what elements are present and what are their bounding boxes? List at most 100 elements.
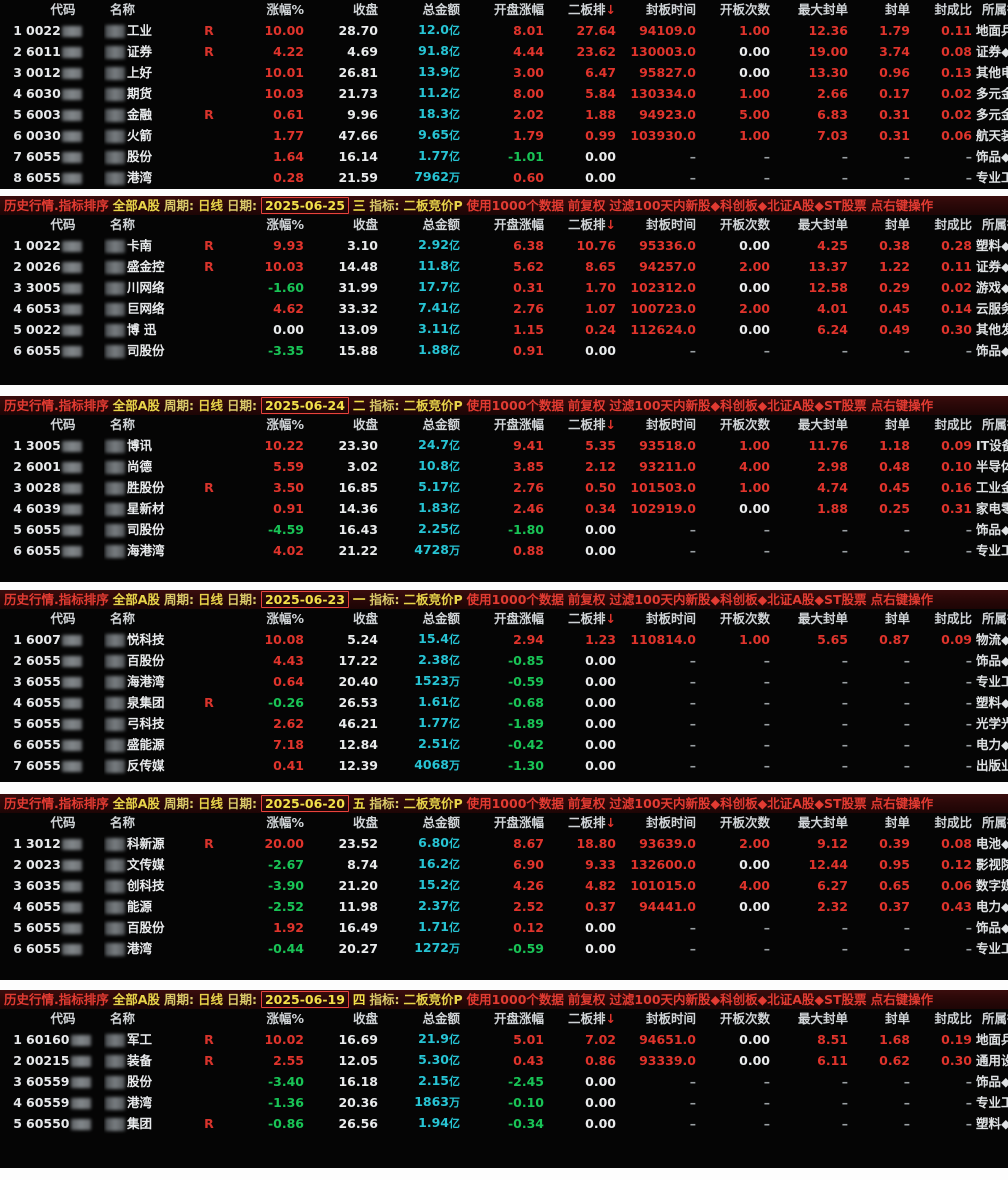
col-r-flag[interactable] bbox=[200, 609, 222, 629]
col-header-rank[interactable]: 二板排↓ bbox=[568, 611, 616, 626]
col-header-amount[interactable]: 总金额 bbox=[422, 815, 460, 830]
col-header-seal[interactable]: 封单 bbox=[884, 217, 910, 232]
table-row[interactable]: 4 6055 泉集团 R -0.26 26.53 1.61亿 -0.68 0.00– – – – – 塑料… bbox=[0, 692, 1008, 713]
col-header-seal-time[interactable]: 封板时间 bbox=[645, 611, 696, 626]
date-value-highlight[interactable]: 2025-06-24 bbox=[260, 397, 349, 414]
col-header-open-times[interactable]: 开板次数 bbox=[719, 1011, 770, 1026]
col-header-rank[interactable]: 二板排↓ bbox=[568, 217, 616, 232]
col-header-rank[interactable]: 二板排↓ bbox=[568, 1011, 616, 1026]
col-header-sector[interactable]: 所属行业和概念 bbox=[982, 217, 1008, 232]
col-header-seal-time[interactable]: 封板时间 bbox=[645, 417, 696, 432]
col-header-seal-ratio[interactable]: 封成比 bbox=[934, 417, 972, 432]
table-row[interactable]: 66055司股份-3.3515.881.88亿0.910.00–––––饰品◆黄… bbox=[0, 340, 1008, 361]
col-r-flag[interactable] bbox=[200, 813, 222, 833]
scope-label[interactable]: 全部A股 bbox=[112, 592, 160, 607]
col-index[interactable] bbox=[0, 1009, 26, 1029]
ranking-table[interactable]: 代码 名称 涨幅% 收盘 总金额 开盘涨幅 二板排↓ 封板时间 开板次数 最大封单 封单 封成比所属行… bbox=[0, 609, 1008, 776]
date-value-highlight[interactable]: 2025-06-23 bbox=[260, 591, 349, 608]
col-header-close[interactable]: 收盘 bbox=[352, 417, 378, 432]
col-header-close[interactable]: 收盘 bbox=[352, 611, 378, 626]
col-header-open-change[interactable]: 开盘涨幅 bbox=[493, 611, 544, 626]
col-header-sector[interactable]: 所属行业和概念 bbox=[982, 417, 1008, 432]
table-row[interactable]: 1 60160 军工 R 10.02 16.69 21.9亿 5.01 7.02 94651.0 0… bbox=[0, 1029, 1008, 1050]
col-header-seal[interactable]: 封单 bbox=[884, 1011, 910, 1026]
col-header-name[interactable]: 名称 bbox=[110, 417, 136, 432]
table-row[interactable]: 1 3005 博讯 10.22 23.30 24.7亿 9.41 5.35 93518.0 1.0… bbox=[0, 435, 1008, 456]
ranking-table[interactable]: 代码 名称 涨幅% 收盘 总金额 开盘涨幅 二板排↓ 封板时间 开板次数 最大封单 封单 封成比所属行… bbox=[0, 415, 1008, 561]
col-header-change[interactable]: 涨幅% bbox=[266, 217, 304, 232]
table-row[interactable]: 1 6007 悦科技 10.08 5.24 15.4亿 2.94 1.23 110814.0 1.… bbox=[0, 629, 1008, 650]
col-header-name[interactable]: 名称 bbox=[110, 217, 136, 232]
col-header-code[interactable]: 代码 bbox=[50, 1011, 76, 1026]
table-row[interactable]: 36055海港湾0.6420.401523万-0.590.00–––––专业工程… bbox=[0, 671, 1008, 692]
period-value[interactable]: 日线 bbox=[197, 398, 223, 413]
table-row[interactable]: 5 6003 金融 R 0.61 9.96 18.3亿 2.02 1.88 94923.0 5.00… bbox=[0, 104, 1008, 125]
date-value-highlight[interactable]: 2025-06-25 bbox=[260, 197, 349, 214]
col-header-name[interactable]: 名称 bbox=[110, 2, 136, 17]
col-header-seal-ratio[interactable]: 封成比 bbox=[934, 2, 972, 17]
period-value[interactable]: 日线 bbox=[197, 992, 223, 1007]
col-header-seal-ratio[interactable]: 封成比 bbox=[934, 815, 972, 830]
col-header-sector[interactable]: 所属行业和概念 bbox=[982, 1011, 1008, 1026]
col-header-close[interactable]: 收盘 bbox=[352, 217, 378, 232]
ranking-table[interactable]: 代码 名称 涨幅% 收盘 总金额 开盘涨幅 二板排↓ 封板时间 开板次数 最大封单 封单 封成比所属行… bbox=[0, 215, 1008, 361]
col-header-code[interactable]: 代码 bbox=[50, 815, 76, 830]
col-header-amount[interactable]: 总金额 bbox=[422, 2, 460, 17]
period-value[interactable]: 日线 bbox=[197, 796, 223, 811]
scope-label[interactable]: 全部A股 bbox=[112, 796, 160, 811]
col-header-rank[interactable]: 二板排↓ bbox=[568, 815, 616, 830]
table-row[interactable]: 76055股份1.6416.141.77亿-1.010.00–––––饰品◆黄金… bbox=[0, 146, 1008, 167]
table-row[interactable]: 3 6035 创科技 -3.90 21.20 15.2亿 4.26 4.82 101015.0 4… bbox=[0, 875, 1008, 896]
col-header-seal[interactable]: 封单 bbox=[884, 2, 910, 17]
col-header-name[interactable]: 名称 bbox=[110, 611, 136, 626]
col-header-open-change[interactable]: 开盘涨幅 bbox=[493, 417, 544, 432]
col-header-seal-time[interactable]: 封板时间 bbox=[645, 2, 696, 17]
period-value[interactable]: 日线 bbox=[197, 198, 223, 213]
col-header-close[interactable]: 收盘 bbox=[352, 815, 378, 830]
date-value-highlight[interactable]: 2025-06-20 bbox=[260, 795, 349, 812]
table-row[interactable]: 1 0022 工业 R 10.00 28.70 12.0亿 8.01 27.64 94109.0 1… bbox=[0, 20, 1008, 41]
table-row[interactable]: 3 60559 股份 -3.40 16.18 2.15亿 -2.45 0.00– – – – – 饰品◆… bbox=[0, 1071, 1008, 1092]
table-row[interactable]: 4 6055 能源 -2.52 11.98 2.37亿 2.52 0.37 94441.0 0.0… bbox=[0, 896, 1008, 917]
col-header-open-times[interactable]: 开板次数 bbox=[719, 217, 770, 232]
col-index[interactable] bbox=[0, 415, 26, 435]
table-row[interactable]: 66055港湾-0.4420.271272万-0.590.00–––––专业工程… bbox=[0, 938, 1008, 959]
col-index[interactable] bbox=[0, 609, 26, 629]
table-row[interactable]: 2 0026 盛金控 R 10.03 14.48 11.8亿 5.62 8.65 94257.0 2… bbox=[0, 256, 1008, 277]
col-header-open-change[interactable]: 开盘涨幅 bbox=[493, 2, 544, 17]
indicator-value[interactable]: 二板竞价P bbox=[403, 992, 463, 1007]
col-r-flag[interactable] bbox=[200, 215, 222, 235]
col-header-max-seal[interactable]: 最大封单 bbox=[797, 417, 848, 432]
col-r-flag[interactable] bbox=[200, 1009, 222, 1029]
table-row[interactable]: 1 3012 科新源 R 20.00 23.52 6.80亿 8.67 18.80 93639.0… bbox=[0, 833, 1008, 854]
col-header-seal-time[interactable]: 封板时间 bbox=[645, 1011, 696, 1026]
col-header-rank[interactable]: 二板排↓ bbox=[568, 417, 616, 432]
table-row[interactable]: 4 6030 期货 10.03 21.73 11.2亿 8.00 5.84 130334.0 1.… bbox=[0, 83, 1008, 104]
col-header-open-times[interactable]: 开板次数 bbox=[719, 815, 770, 830]
col-header-seal[interactable]: 封单 bbox=[884, 417, 910, 432]
table-row[interactable]: 66055海港湾4.0221.224728万0.880.00–––––专业工程◆… bbox=[0, 540, 1008, 561]
indicator-value[interactable]: 二板竞价P bbox=[403, 398, 463, 413]
col-index[interactable] bbox=[0, 813, 26, 833]
col-index[interactable] bbox=[0, 215, 26, 235]
table-row[interactable]: 4 6053 巨网络 4.62 33.32 7.41亿 2.76 1.07 100723.0 2.… bbox=[0, 298, 1008, 319]
table-row[interactable]: 2 0023 文传媒 -2.67 8.74 16.2亿 6.90 9.33 132600.0 0.… bbox=[0, 854, 1008, 875]
col-header-seal-ratio[interactable]: 封成比 bbox=[934, 611, 972, 626]
period-value[interactable]: 日线 bbox=[197, 592, 223, 607]
table-row[interactable]: 5 0022 博 迅 0.00 13.09 3.11亿 1.15 0.24 112624.0 0.… bbox=[0, 319, 1008, 340]
scope-label[interactable]: 全部A股 bbox=[112, 992, 160, 1007]
indicator-value[interactable]: 二板竞价P bbox=[403, 796, 463, 811]
col-header-seal[interactable]: 封单 bbox=[884, 611, 910, 626]
table-row[interactable]: 66055盛能源7.1812.842.51亿-0.420.00–––––电力◆绿… bbox=[0, 734, 1008, 755]
col-header-code[interactable]: 代码 bbox=[50, 2, 76, 17]
col-header-code[interactable]: 代码 bbox=[50, 217, 76, 232]
ranking-table[interactable]: 代码 名称 涨幅% 收盘 总金额 开盘涨幅 二板排↓ 封板时间 开板次数 最大封单 封单 封成比所属行… bbox=[0, 813, 1008, 959]
col-header-rank[interactable]: 二板排↓ bbox=[568, 2, 616, 17]
col-header-change[interactable]: 涨幅% bbox=[266, 815, 304, 830]
table-row[interactable]: 86055港湾0.2821.597962万0.600.00–––––专业工程◆一… bbox=[0, 167, 1008, 188]
col-header-change[interactable]: 涨幅% bbox=[266, 2, 304, 17]
table-row[interactable]: 2 6001 尚德 5.59 3.02 10.8亿 3.85 2.12 93211.0 4.00 2… bbox=[0, 456, 1008, 477]
col-header-amount[interactable]: 总金额 bbox=[422, 1011, 460, 1026]
col-header-name[interactable]: 名称 bbox=[110, 815, 136, 830]
col-header-open-change[interactable]: 开盘涨幅 bbox=[493, 217, 544, 232]
